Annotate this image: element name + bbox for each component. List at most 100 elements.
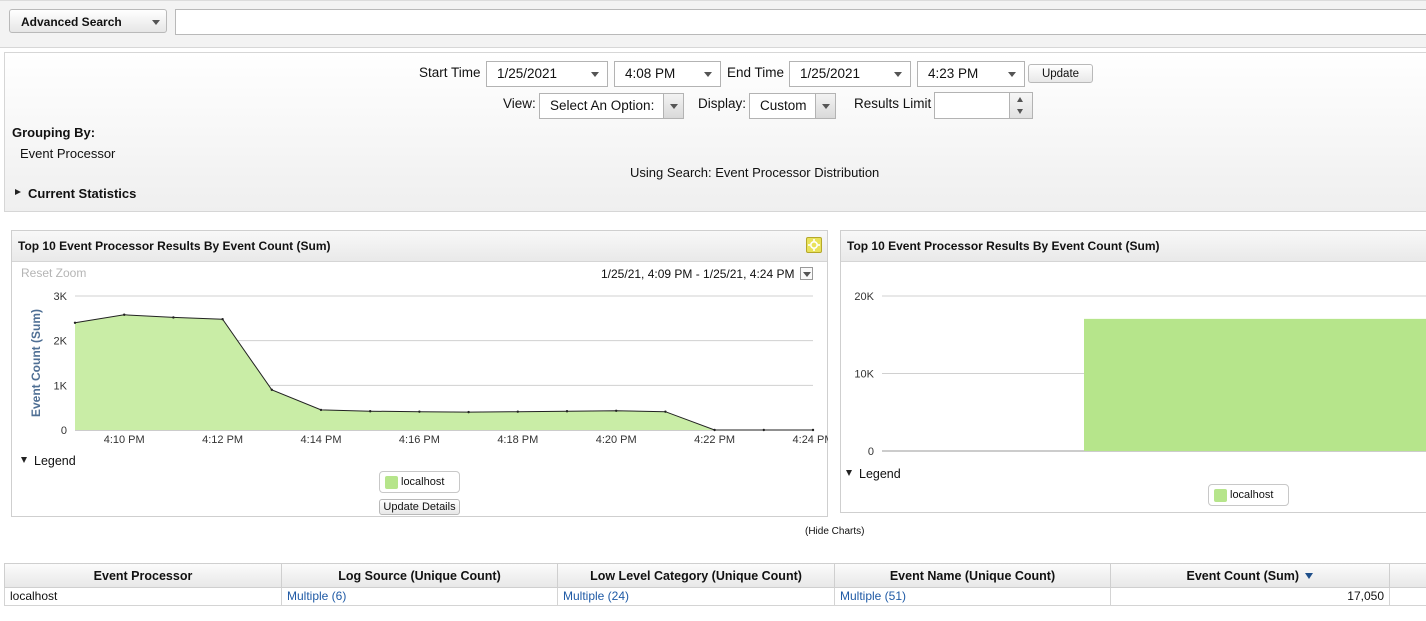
chevron-down-icon — [152, 20, 160, 25]
view-select[interactable]: Select An Option: — [539, 93, 684, 119]
y-tick-label: 20K — [854, 291, 874, 303]
data-point — [418, 410, 421, 413]
y-tick-label: 0 — [868, 446, 874, 458]
display-value: Custom — [760, 98, 807, 113]
x-tick-label: 4:18 PM — [497, 434, 538, 446]
table-cell-empty — [1389, 588, 1426, 606]
data-point — [565, 410, 569, 413]
x-tick-label: 4:22 PM — [694, 434, 735, 446]
hide-charts-link[interactable]: (Hide Charts) — [805, 526, 865, 537]
x-tick-label: 4:20 PM — [596, 434, 637, 446]
area-chart: 0 1K 2K 3K Event Count (Sum) 4:10 PM 4:12 PM 4:… — [29, 291, 828, 446]
chevron-down-icon — [670, 104, 678, 109]
search-type-dropdown[interactable]: Advanced Search — [9, 9, 167, 33]
stepper-up-icon[interactable] — [1017, 97, 1023, 102]
gear-icon[interactable] — [806, 237, 822, 253]
chevron-down-icon — [704, 72, 712, 77]
end-date-select[interactable]: 1/25/2021 — [789, 61, 911, 87]
start-time-label: Start Time — [419, 65, 481, 80]
x-tick-label: 4:14 PM — [301, 434, 342, 446]
data-point — [615, 409, 618, 412]
data-point — [123, 313, 126, 316]
results-limit-stepper[interactable] — [1009, 93, 1032, 118]
sort-descending-icon — [1305, 573, 1314, 579]
y-tick-label: 10K — [854, 369, 874, 381]
data-point — [369, 410, 372, 413]
chart-header: Top 10 Event Processor Results By Event … — [12, 231, 827, 262]
series-line-localhost — [74, 314, 813, 431]
column-header-empty — [1389, 563, 1426, 588]
end-time-value: 4:23 PM — [928, 66, 979, 81]
start-time-value: 4:08 PM — [625, 66, 676, 81]
x-tick-label: 4:12 PM — [202, 434, 243, 446]
legend-label: Legend — [34, 454, 76, 468]
column-header-log-source[interactable]: Log Source (Unique Count) — [281, 563, 558, 588]
data-point — [319, 408, 323, 412]
collapse-arrow-icon — [21, 457, 27, 463]
data-point — [73, 321, 77, 324]
data-point — [270, 388, 273, 391]
update-details-button[interactable]: Update Details — [379, 499, 460, 515]
chevron-down-icon — [894, 72, 902, 77]
display-label: Display: — [698, 96, 747, 111]
start-date-value: 1/25/2021 — [497, 66, 558, 81]
display-select[interactable]: Custom — [749, 93, 836, 119]
chart-title: Top 10 Event Processor Results By Event … — [847, 239, 1160, 253]
data-point — [811, 428, 815, 432]
table-cell: localhost — [4, 588, 282, 606]
view-value: Select An Option: — [550, 98, 655, 113]
table-cell: 17,050 — [1110, 588, 1390, 606]
y-tick-label: 1K — [54, 380, 68, 392]
column-header-low-level-category[interactable]: Low Level Category (Unique Count) — [557, 563, 835, 588]
data-point — [762, 428, 765, 432]
legend-item-label: localhost — [1230, 489, 1274, 501]
using-search-text: Using Search: Event Processor Distributi… — [630, 165, 880, 180]
search-input[interactable] — [175, 9, 1426, 35]
y-tick-label: 0 — [61, 425, 67, 437]
series-swatch — [385, 476, 398, 489]
update-button[interactable]: Update — [1028, 64, 1093, 83]
start-time-select[interactable]: 4:08 PM — [614, 61, 721, 87]
x-tick-label: 4:10 PM — [104, 434, 145, 446]
time-series-chart-panel: Top 10 Event Processor Results By Event … — [11, 230, 828, 517]
legend-item-localhost[interactable]: localhost — [1208, 484, 1289, 506]
table-cell-link[interactable]: Multiple (24) — [557, 588, 835, 606]
legend-item-label: localhost — [401, 476, 445, 488]
expand-arrow-icon — [15, 189, 21, 195]
results-limit-input[interactable] — [934, 92, 1033, 119]
collapse-arrow-icon — [846, 470, 852, 476]
data-point — [713, 428, 716, 432]
series-area-localhost — [75, 314, 813, 430]
chart-title: Top 10 Event Processor Results By Event … — [18, 239, 331, 253]
bar-chart: 0 10K 20K — [854, 291, 1426, 458]
table-cell-link[interactable]: Multiple (51) — [834, 588, 1111, 606]
start-date-select[interactable]: 1/25/2021 — [486, 61, 608, 87]
chevron-down-icon — [1008, 72, 1016, 77]
current-statistics-label: Current Statistics — [28, 186, 137, 201]
search-type-label: Advanced Search — [21, 15, 122, 29]
column-header-event-processor[interactable]: Event Processor — [4, 563, 282, 588]
legend-toggle[interactable]: Legend — [846, 466, 916, 482]
legend-toggle[interactable]: Legend — [21, 453, 91, 469]
end-time-select[interactable]: 4:23 PM — [917, 61, 1025, 87]
bar-localhost — [1084, 318, 1426, 451]
reset-zoom-button[interactable]: Reset Zoom — [21, 266, 87, 280]
series-swatch — [1214, 489, 1227, 502]
legend-item-localhost[interactable]: localhost — [379, 471, 460, 493]
end-date-value: 1/25/2021 — [800, 66, 861, 81]
data-point — [664, 410, 667, 413]
display-dropdown-button[interactable] — [815, 94, 835, 118]
view-dropdown-button[interactable] — [663, 94, 683, 118]
data-point — [516, 410, 519, 413]
x-tick-label: 4:16 PM — [399, 434, 440, 446]
time-range-dropdown[interactable] — [800, 267, 813, 280]
table-cell-link[interactable]: Multiple (6) — [281, 588, 558, 606]
stepper-down-icon[interactable] — [1017, 109, 1023, 114]
y-axis-label: Event Count (Sum) — [29, 309, 43, 417]
current-statistics-toggle[interactable]: Current Statistics — [15, 186, 165, 202]
results-limit-label: Results Limit — [854, 96, 932, 111]
column-header-event-name[interactable]: Event Name (Unique Count) — [834, 563, 1111, 588]
view-label: View: — [503, 96, 536, 111]
column-header-event-count[interactable]: Event Count (Sum) — [1110, 563, 1390, 588]
chevron-down-icon — [803, 272, 811, 277]
